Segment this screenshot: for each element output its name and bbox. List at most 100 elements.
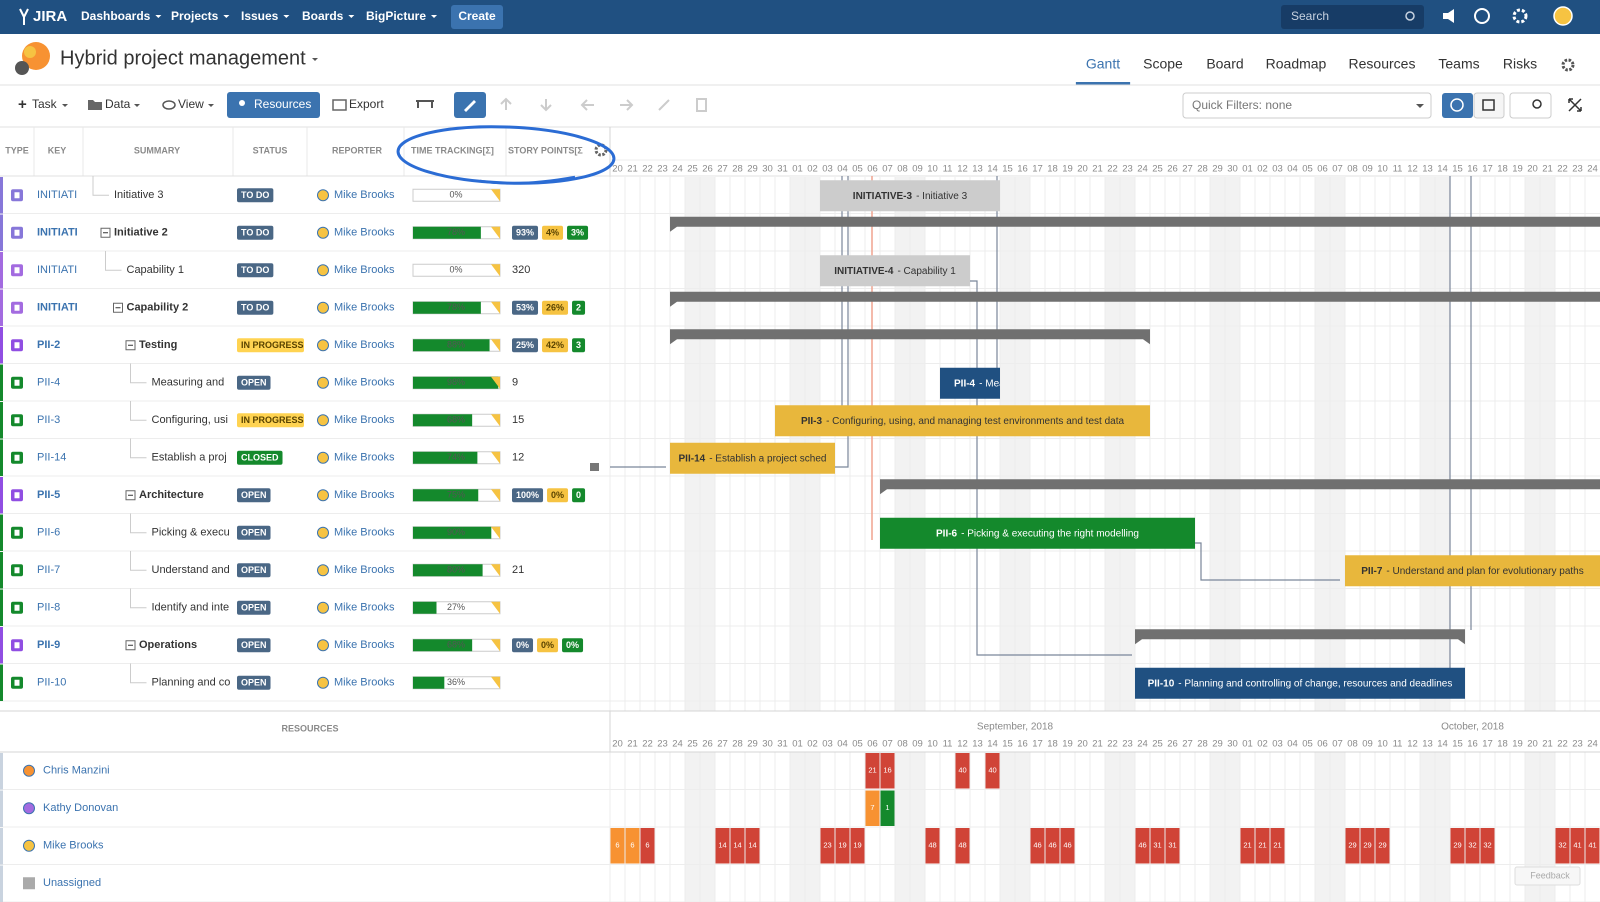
logo-icon [19,8,29,25]
columns-settings[interactable] [594,143,608,157]
task-menu[interactable]: Task [32,97,58,111]
task-bar[interactable] [775,405,1150,437]
feedback-label[interactable]: Feedback [1530,870,1570,880]
issue-key[interactable]: PII-2 [37,339,60,351]
issue-key[interactable]: INITIATI [37,189,77,201]
search-box[interactable] [1281,5,1424,29]
issue-key[interactable]: PII-7 [37,564,60,576]
issue-key[interactable]: PII-9 [37,639,60,651]
task-bar[interactable] [940,367,1000,399]
nav-menu[interactable]: Dashboards [81,9,151,23]
gantt-settings[interactable] [1561,58,1575,72]
nav-menu[interactable]: Issues [241,9,279,23]
day-label: 23 [1122,739,1133,750]
help-icon[interactable] [1474,8,1490,24]
calendar-button[interactable] [1473,92,1505,119]
reporter[interactable]: Mike Brooks [334,264,395,276]
month-label: October, 2018 [1441,147,1504,158]
settings-icon[interactable] [1512,8,1528,24]
person-name[interactable]: Mike Brooks [43,840,104,852]
back-button[interactable] [15,61,29,75]
issue-key[interactable]: INITIATI [37,264,77,276]
data-menu[interactable]: Data [105,97,131,111]
reporter[interactable]: Mike Brooks [334,489,395,501]
allocation-cell [880,790,895,826]
progress-label: 0% [449,265,462,275]
issue-key[interactable]: PII-10 [37,677,66,689]
reporter[interactable]: Mike Brooks [334,564,395,576]
announce-icon[interactable] [1443,9,1454,23]
task-bar[interactable] [820,180,1000,212]
tab[interactable]: Resources [1349,56,1416,72]
reporter[interactable]: Mike Brooks [334,227,395,239]
reporter-avatar [317,564,329,577]
person-avatar [23,877,35,890]
issue-key[interactable]: INITIATI [37,302,78,314]
quick-filters-label[interactable]: Quick Filters: none [1192,98,1292,112]
weekend-shade [1330,176,1345,711]
issue-key[interactable]: PII-5 [37,489,60,501]
reporter[interactable]: Mike Brooks [334,527,395,539]
filter-mode-button[interactable] [1442,93,1473,118]
status-chip [237,338,304,353]
column-header: KEY [48,145,67,155]
day-label: 22 [1557,164,1568,175]
export-button[interactable]: Export [349,97,384,111]
reporter[interactable]: Mike Brooks [334,677,395,689]
day-label: 11 [943,739,953,750]
reporter[interactable]: Mike Brooks [334,339,395,351]
resources-label[interactable]: Resources [254,97,311,111]
task-bar[interactable] [1135,667,1465,699]
task-bar[interactable] [670,442,835,474]
day-label: 06 [1317,739,1328,750]
reporter[interactable]: Mike Brooks [334,452,395,464]
issue-key[interactable]: PII-6 [37,527,60,539]
issue-key[interactable]: PII-3 [37,414,60,426]
quick-filters[interactable] [1182,92,1432,119]
reporter[interactable]: Mike Brooks [334,302,395,314]
reporter[interactable]: Mike Brooks [334,189,395,201]
reporter[interactable]: Mike Brooks [334,602,395,614]
issue-key[interactable]: PII-8 [37,602,60,614]
search-button[interactable] [1509,92,1552,119]
day-label: 05 [852,739,863,750]
day-label: 15 [1452,164,1463,175]
day-label: 05 [852,164,863,175]
tab[interactable]: Board [1206,56,1243,72]
day-label: 01 [792,739,803,750]
person-name[interactable]: Chris Manzini [43,765,110,777]
progress-label: 68% [447,415,465,425]
nav-menu[interactable]: BigPicture [366,9,426,23]
status-chip [237,525,271,540]
tab[interactable]: Scope [1143,56,1183,72]
view-menu[interactable]: View [178,97,204,111]
reporter[interactable]: Mike Brooks [334,414,395,426]
task-bar[interactable] [1345,555,1600,587]
reporter-avatar [317,376,329,389]
reporter[interactable]: Mike Brooks [334,377,395,389]
person-name[interactable]: Unassigned [43,877,101,889]
zoom-icon[interactable] [416,100,434,108]
tab[interactable]: Gantt [1086,56,1120,72]
allocation-value: 21 [1258,841,1266,850]
issue-key[interactable]: PII-14 [37,452,66,464]
person-name[interactable]: Kathy Donovan [43,802,118,814]
nav-menu[interactable]: Projects [171,9,219,23]
feedback-button[interactable] [1514,866,1581,886]
resources-button[interactable] [227,92,320,118]
issue-key[interactable]: PII-4 [37,377,60,389]
nav-menu[interactable]: Boards [302,9,344,23]
fullscreen-icon[interactable] [1568,98,1582,112]
points-chip-label: 0% [566,640,579,650]
tab[interactable]: Roadmap [1266,56,1327,72]
title-caret[interactable] [312,58,318,61]
task-bar[interactable] [820,255,970,287]
reporter[interactable]: Mike Brooks [334,639,395,651]
tab[interactable]: Risks [1503,56,1537,72]
create-button[interactable] [451,5,503,29]
task-bar[interactable] [880,517,1195,549]
tab[interactable]: Teams [1438,56,1479,72]
issue-key[interactable]: INITIATI [37,227,78,239]
create-label[interactable]: Create [458,9,496,23]
user-avatar[interactable] [1553,6,1573,26]
